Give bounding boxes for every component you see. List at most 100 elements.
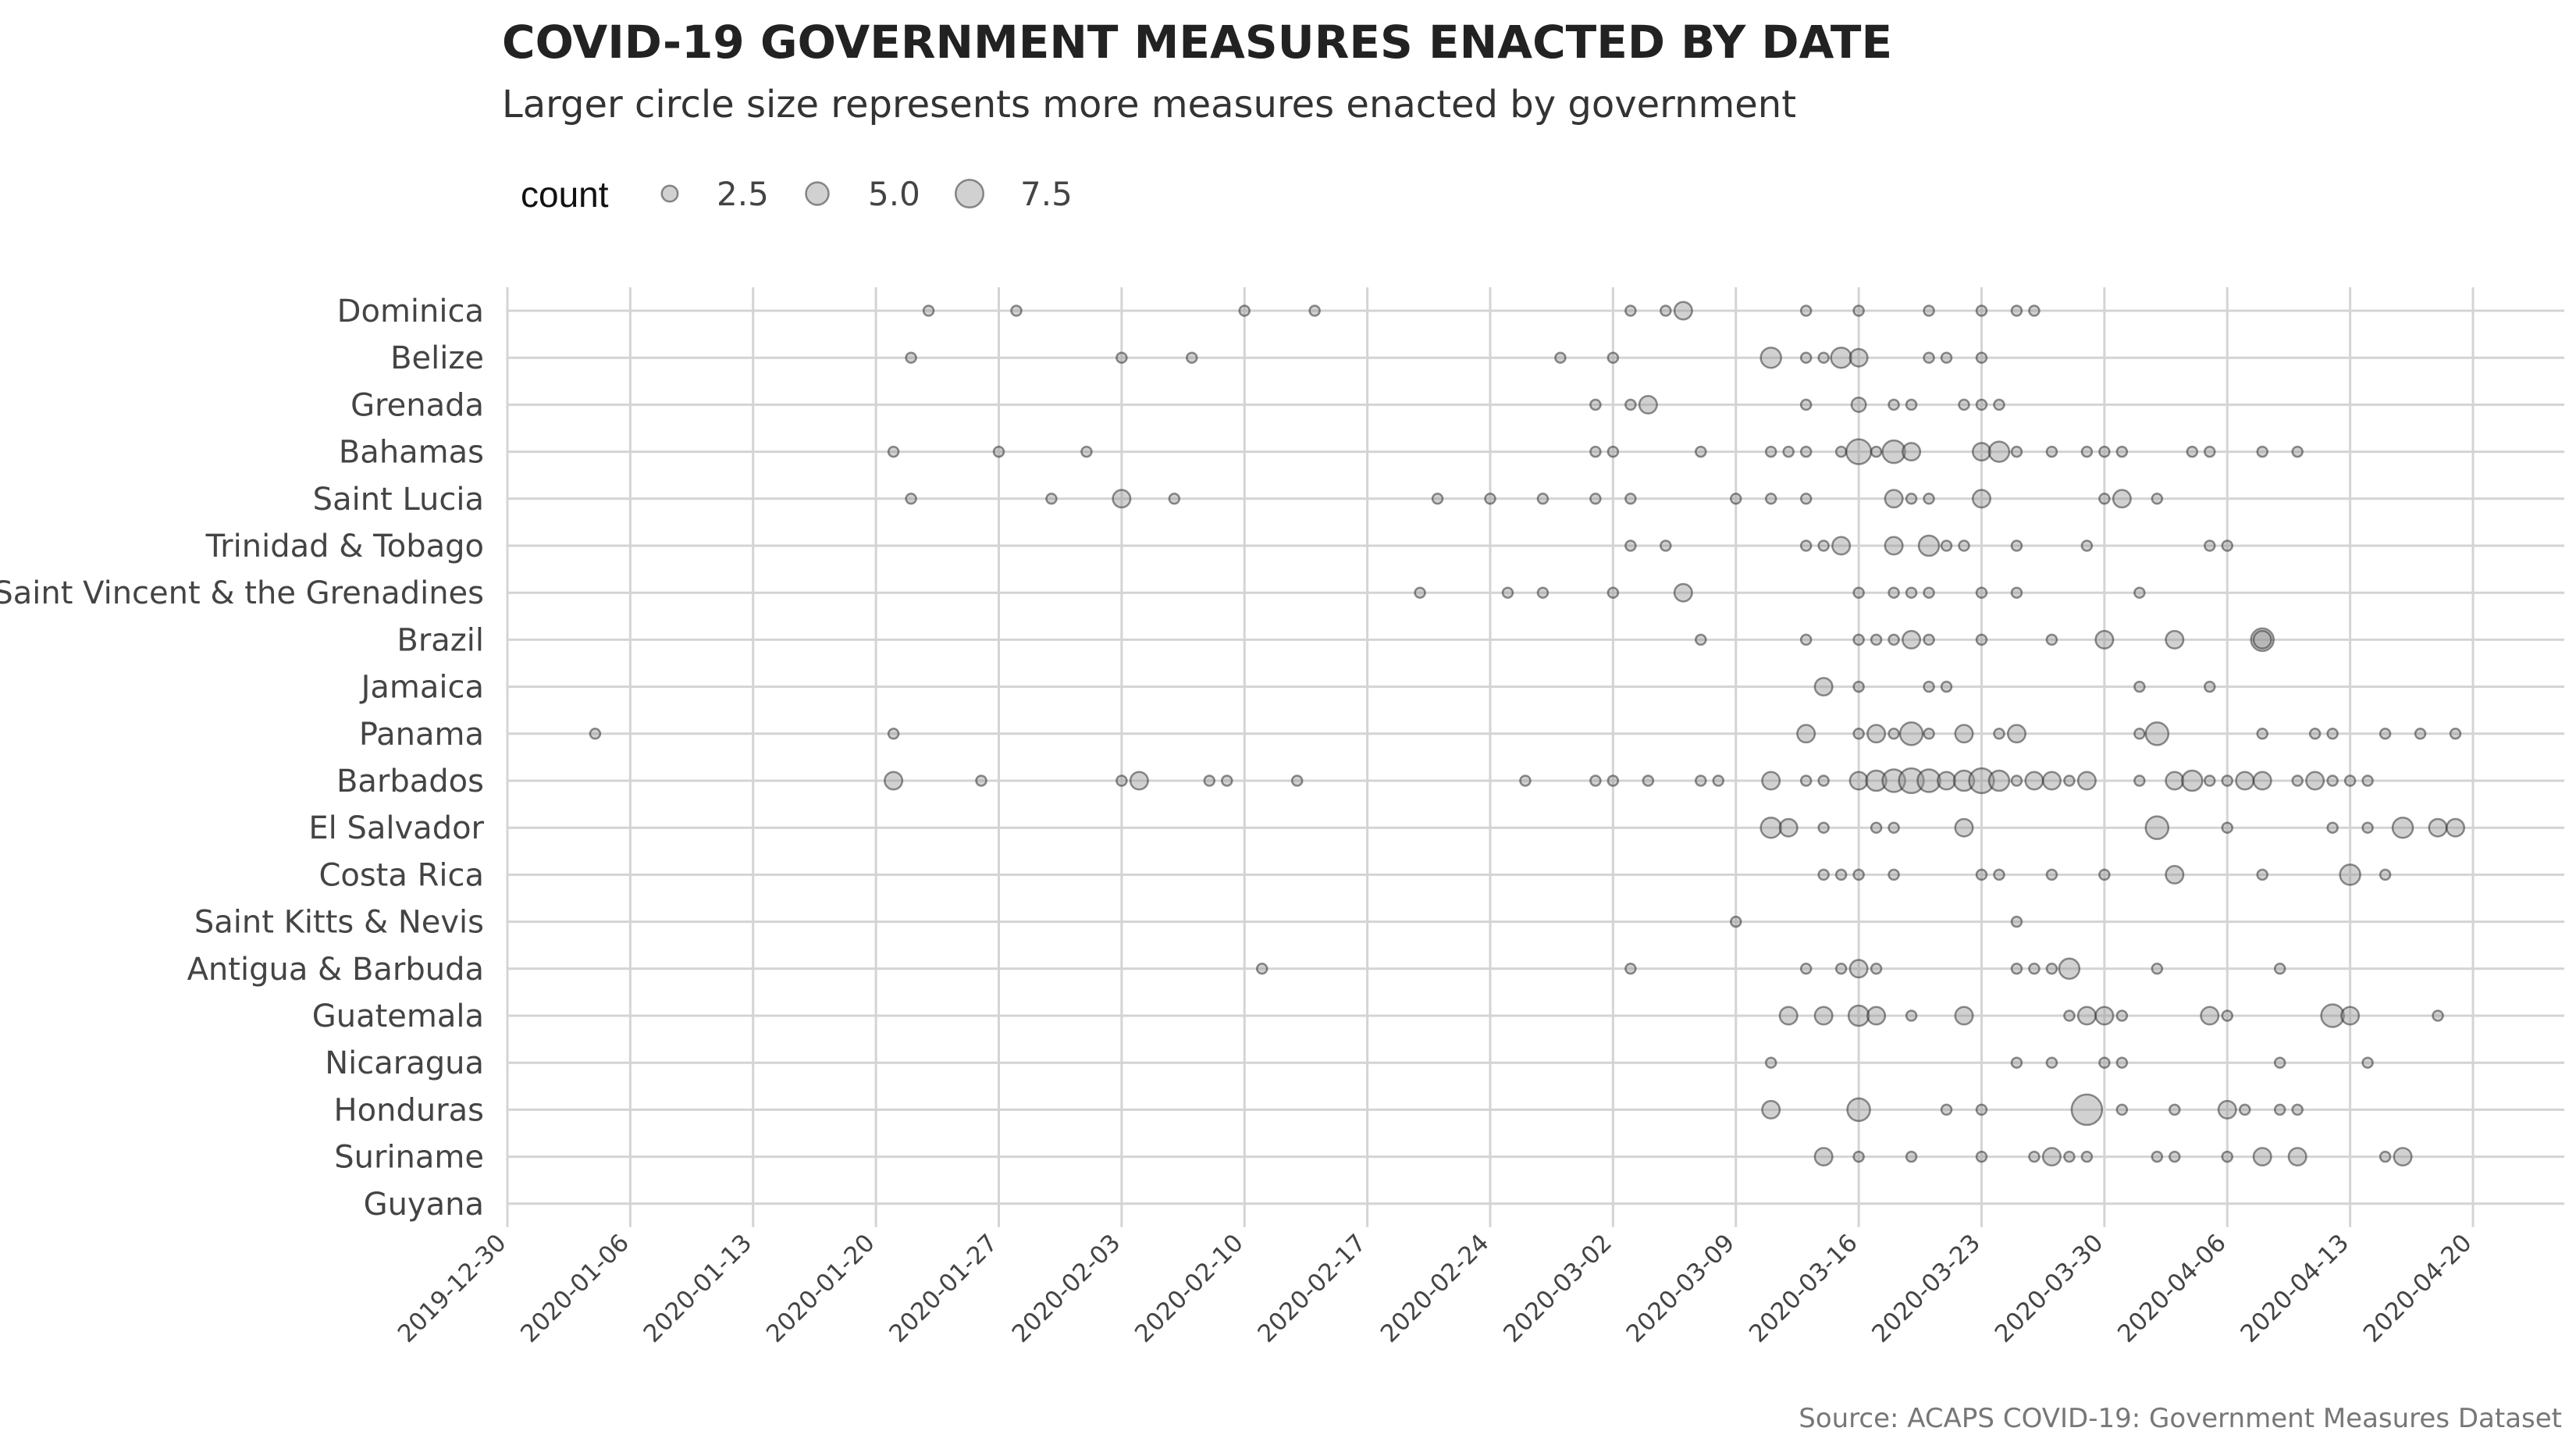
y-tick-label: Belize xyxy=(390,340,484,376)
data-point xyxy=(2252,1147,2272,1167)
x-tick-label: 2020-04-20 xyxy=(2358,1229,2478,1348)
data-point xyxy=(1881,439,1906,465)
x-tick-label: 2019-12-30 xyxy=(393,1229,512,1348)
y-tick-label: Saint Kitts & Nevis xyxy=(194,905,484,941)
data-point xyxy=(2151,493,2164,505)
data-point xyxy=(1968,767,1995,795)
data-point xyxy=(2186,445,2199,458)
data-point xyxy=(1010,304,1023,317)
x-tick-label: 2020-04-06 xyxy=(2112,1229,2232,1348)
x-tick-label: 2020-02-10 xyxy=(1130,1229,1249,1348)
data-point xyxy=(1796,724,1816,744)
legend-label: 7.5 xyxy=(1020,175,1073,213)
data-point xyxy=(1888,586,1900,599)
data-point xyxy=(1817,868,1830,881)
data-point xyxy=(1813,677,1834,697)
data-point xyxy=(1799,633,1813,646)
data-point xyxy=(1624,963,1637,975)
data-point xyxy=(2291,774,2304,787)
data-point xyxy=(2133,680,2146,693)
data-point xyxy=(1764,1056,1777,1069)
data-point xyxy=(2165,629,2185,650)
data-point xyxy=(2379,868,2392,881)
data-point xyxy=(1695,633,1707,646)
data-point xyxy=(1778,1006,1799,1026)
data-point xyxy=(2393,1147,2413,1167)
data-point xyxy=(1993,728,2005,740)
data-point xyxy=(2076,771,2097,791)
data-point xyxy=(1975,586,1988,599)
data-point xyxy=(1589,493,1602,505)
x-tick-label: 2020-02-17 xyxy=(1252,1229,1372,1348)
data-point xyxy=(2041,771,2062,791)
data-point xyxy=(1975,868,1988,881)
x-tick-label: 2020-03-16 xyxy=(1744,1229,1863,1348)
data-point xyxy=(2204,445,2216,458)
data-point xyxy=(1923,633,1935,646)
data-point xyxy=(2235,771,2255,791)
data-point xyxy=(1884,489,1904,509)
data-point xyxy=(2339,863,2361,886)
y-tick-label: Saint Vincent & the Grenadines xyxy=(0,575,484,611)
y-tick-label: Dominica xyxy=(337,294,484,329)
data-point xyxy=(2361,774,2374,787)
data-point xyxy=(1954,817,1974,838)
size-legend: count 2.5 5.0 7.5 xyxy=(521,174,1073,215)
data-point xyxy=(1916,768,1941,793)
y-tick-label: Antigua & Barbuda xyxy=(187,952,484,988)
y-tick-label: Bahamas xyxy=(339,435,484,471)
data-point xyxy=(2221,1009,2233,1022)
data-point xyxy=(1923,493,1935,505)
y-tick-label: Honduras xyxy=(334,1092,484,1128)
data-point xyxy=(1799,493,1813,505)
data-point xyxy=(1848,959,1869,979)
data-point xyxy=(2221,1150,2233,1163)
y-tick-label: Barbados xyxy=(336,764,484,799)
data-point xyxy=(1799,398,1813,411)
x-tick-label: 2020-01-13 xyxy=(639,1229,758,1348)
data-point xyxy=(2181,769,2204,792)
data-point xyxy=(2151,963,2164,975)
data-point xyxy=(1834,445,1848,458)
data-point xyxy=(2256,728,2268,740)
x-tick-label: 2020-02-03 xyxy=(1007,1229,1126,1348)
data-point xyxy=(1852,868,1865,881)
data-point xyxy=(2070,1093,2104,1127)
data-point xyxy=(2273,963,2286,975)
x-tick-label: 2020-03-30 xyxy=(1990,1229,2109,1348)
x-tick-label: 2020-03-09 xyxy=(1621,1229,1741,1348)
data-point xyxy=(1764,493,1777,505)
data-point xyxy=(2133,586,2146,599)
data-point xyxy=(1958,398,1970,411)
data-point xyxy=(2094,1006,2115,1026)
data-point xyxy=(1501,586,1514,599)
data-point xyxy=(1764,445,1777,458)
data-point xyxy=(1554,351,1567,364)
data-point xyxy=(1129,771,1149,791)
data-point xyxy=(1905,1150,1918,1163)
data-point xyxy=(1817,774,1830,787)
data-point xyxy=(2094,629,2115,650)
data-point xyxy=(2010,445,2023,458)
data-point xyxy=(2221,539,2233,552)
data-point xyxy=(2326,821,2339,834)
data-point xyxy=(1923,680,1935,693)
data-point xyxy=(1993,868,2005,881)
data-point xyxy=(1852,680,1865,693)
data-point xyxy=(2098,868,2111,881)
data-point xyxy=(1870,633,1883,646)
data-point xyxy=(1606,445,1620,458)
chart-title: COVID-19 GOVERNMENT MEASURES ENACTED BY … xyxy=(502,16,1892,69)
y-tick-label: Panama xyxy=(359,717,484,753)
data-point xyxy=(1940,539,1953,552)
y-tick-label: Grenada xyxy=(350,387,484,423)
data-point xyxy=(1782,445,1795,458)
data-point xyxy=(2133,774,2146,787)
data-point xyxy=(1884,536,1904,556)
data-point xyxy=(2076,1006,2097,1026)
data-point xyxy=(2165,864,2185,885)
data-point xyxy=(2063,1150,2076,1163)
data-point xyxy=(2252,771,2272,791)
data-point xyxy=(1987,440,2011,463)
legend-title: count xyxy=(521,174,609,215)
